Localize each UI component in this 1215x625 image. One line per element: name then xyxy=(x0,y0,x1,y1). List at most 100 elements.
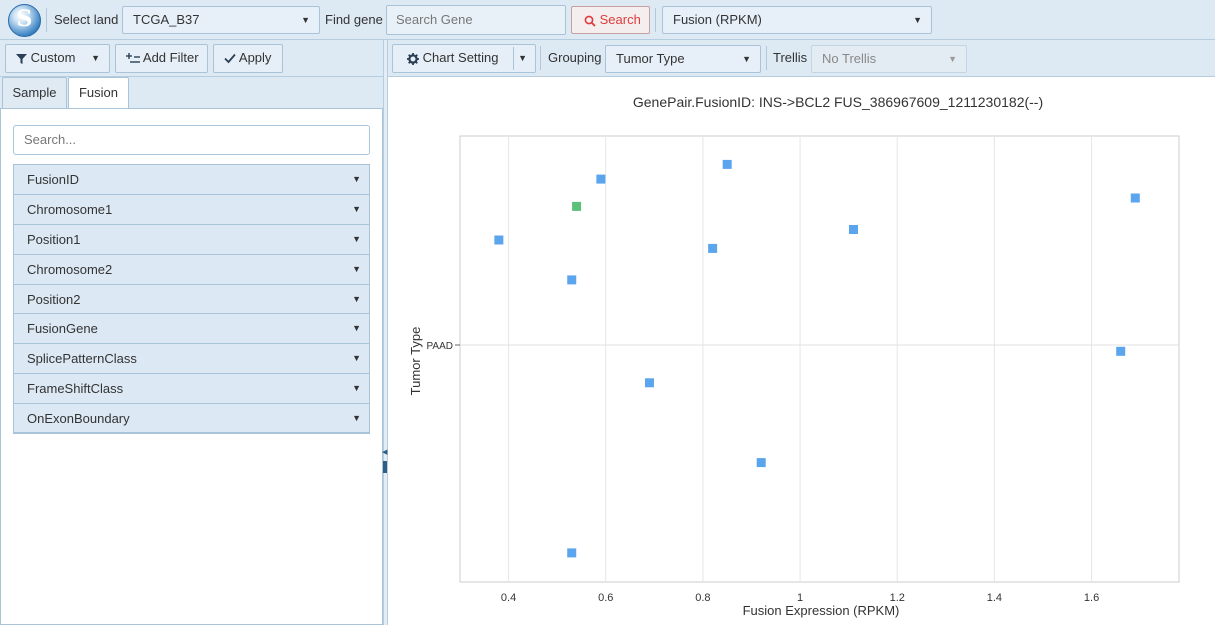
panel-tabs: Sample Fusion xyxy=(0,77,384,110)
data-point xyxy=(567,548,577,558)
select-land-label: Select land xyxy=(54,12,119,27)
filter-onexonboundary[interactable]: OnExonBoundary ▼ xyxy=(13,403,370,433)
filter-frameshiftclass[interactable]: FrameShiftClass ▼ xyxy=(13,373,370,403)
top-toolbar: S Select land TCGA_B37 ▼ Find gene Searc… xyxy=(0,0,1215,40)
filter-label: Position1 xyxy=(27,232,81,247)
gear-icon xyxy=(407,52,419,65)
filter-label: Chromosome2 xyxy=(27,262,113,277)
filter-position1[interactable]: Position1 ▼ xyxy=(13,224,370,254)
trellis-select[interactable]: No Trellis ▼ xyxy=(811,45,967,73)
collapse-arrow-icon[interactable]: ◀ xyxy=(382,449,388,456)
filter-icon xyxy=(16,53,27,64)
filter-chromosome2[interactable]: Chromosome2 ▼ xyxy=(13,254,370,284)
chart-setting-label: Chart Setting xyxy=(422,50,499,65)
measure-select-value: Fusion (RPKM) xyxy=(673,12,762,27)
data-point xyxy=(1116,346,1126,356)
data-point xyxy=(494,235,504,245)
panel-splitter[interactable] xyxy=(383,40,388,625)
search-icon xyxy=(584,15,596,27)
add-filter-button[interactable]: Add Filter xyxy=(115,44,208,73)
filter-chromosome1[interactable]: Chromosome1 ▼ xyxy=(13,194,370,224)
data-point xyxy=(849,225,859,234)
chart-setting-button[interactable]: Chart Setting ▼ xyxy=(392,44,536,73)
chart-toolbar: Chart Setting ▼ Grouping Tumor Type ▼ Tr… xyxy=(388,40,1215,77)
chevron-down-icon: ▼ xyxy=(352,383,361,393)
data-point xyxy=(1130,193,1140,203)
chevron-down-icon: ▼ xyxy=(948,54,957,64)
chevron-down-icon: ▼ xyxy=(91,53,100,63)
x-axis-label: Fusion Expression (RPKM) xyxy=(743,603,900,618)
divider xyxy=(540,46,541,70)
chevron-down-icon: ▼ xyxy=(352,204,361,214)
filter-label: OnExonBoundary xyxy=(27,411,130,426)
filter-splicepatternclass[interactable]: SplicePatternClass ▼ xyxy=(13,343,370,373)
chart-area: GenePair.FusionID: INS->BCL2 FUS_3869676… xyxy=(388,78,1215,625)
scatter-chart: GenePair.FusionID: INS->BCL2 FUS_3869676… xyxy=(408,94,1180,618)
x-tick-label: 1.4 xyxy=(987,592,1002,604)
grouping-select-value: Tumor Type xyxy=(616,51,685,66)
filter-fusionid[interactable]: FusionID ▼ xyxy=(13,164,370,194)
data-point xyxy=(567,275,577,285)
plot-frame xyxy=(459,135,1180,583)
chevron-down-icon: ▼ xyxy=(301,15,310,25)
x-tick-label: 0.6 xyxy=(598,592,613,604)
filter-toolbar: Custom ▼ Add Filter Apply xyxy=(0,40,384,77)
custom-dropdown-button[interactable]: Custom ▼ xyxy=(5,44,110,73)
filter-position2[interactable]: Position2 ▼ xyxy=(13,284,370,314)
divider xyxy=(13,432,370,434)
chevron-down-icon: ▼ xyxy=(352,174,361,184)
gene-search-input[interactable]: Search Gene xyxy=(386,5,566,35)
chevron-down-icon[interactable]: ▼ xyxy=(518,53,527,63)
add-filter-label: Add Filter xyxy=(142,50,199,65)
tab-fusion[interactable]: Fusion xyxy=(68,77,129,110)
apply-button-label: Apply xyxy=(238,50,272,65)
filter-fusiongene[interactable]: FusionGene ▼ xyxy=(13,313,370,343)
x-tick-label: 1 xyxy=(797,592,803,604)
land-select[interactable]: TCGA_B37 ▼ xyxy=(122,6,320,34)
add-filter-icon xyxy=(126,52,140,63)
grouping-select[interactable]: Tumor Type ▼ xyxy=(605,45,761,73)
chevron-down-icon: ▼ xyxy=(352,264,361,274)
chevron-down-icon: ▼ xyxy=(352,234,361,244)
check-icon xyxy=(224,53,236,64)
y-axis-label: Tumor Type xyxy=(408,327,423,396)
find-gene-label: Find gene xyxy=(325,12,383,27)
chevron-down-icon: ▼ xyxy=(352,294,361,304)
data-point xyxy=(572,201,582,211)
filter-label: FrameShiftClass xyxy=(27,381,124,396)
filter-label: FusionID xyxy=(27,172,80,187)
apply-button[interactable]: Apply xyxy=(213,44,283,73)
divider xyxy=(655,8,656,32)
y-tick-label: PAAD xyxy=(427,341,454,352)
chart-title: GenePair.FusionID: INS->BCL2 FUS_3869676… xyxy=(633,94,1043,110)
chevron-down-icon: ▼ xyxy=(913,15,922,25)
x-tick-label: 1.2 xyxy=(890,592,905,604)
x-tick-label: 0.8 xyxy=(695,592,710,604)
search-button[interactable]: Search xyxy=(571,6,650,34)
custom-button-label: Custom xyxy=(30,50,76,65)
divider xyxy=(513,47,514,70)
x-tick-label: 0.4 xyxy=(501,592,516,604)
filter-label: Chromosome1 xyxy=(27,202,113,217)
data-point xyxy=(596,174,606,184)
data-point xyxy=(708,243,718,253)
x-tick-label: 1.6 xyxy=(1084,592,1099,604)
filter-search-input[interactable]: Search... xyxy=(13,125,370,155)
data-point xyxy=(722,159,732,169)
measure-select[interactable]: Fusion (RPKM) ▼ xyxy=(662,6,932,34)
app-logo: S xyxy=(8,4,41,37)
grouping-label: Grouping xyxy=(548,50,602,65)
splitter-handle[interactable] xyxy=(383,461,387,473)
chevron-down-icon: ▼ xyxy=(352,353,361,363)
filter-label: FusionGene xyxy=(27,321,98,336)
data-point xyxy=(644,378,654,388)
land-select-value: TCGA_B37 xyxy=(133,12,200,27)
tab-sample[interactable]: Sample xyxy=(2,77,67,109)
trellis-select-value: No Trellis xyxy=(822,51,877,66)
filter-label: SplicePatternClass xyxy=(27,351,137,366)
filter-label: Position2 xyxy=(27,292,81,307)
divider xyxy=(46,8,47,32)
chevron-down-icon: ▼ xyxy=(352,413,361,423)
divider xyxy=(766,46,767,70)
trellis-label: Trellis xyxy=(773,50,808,65)
